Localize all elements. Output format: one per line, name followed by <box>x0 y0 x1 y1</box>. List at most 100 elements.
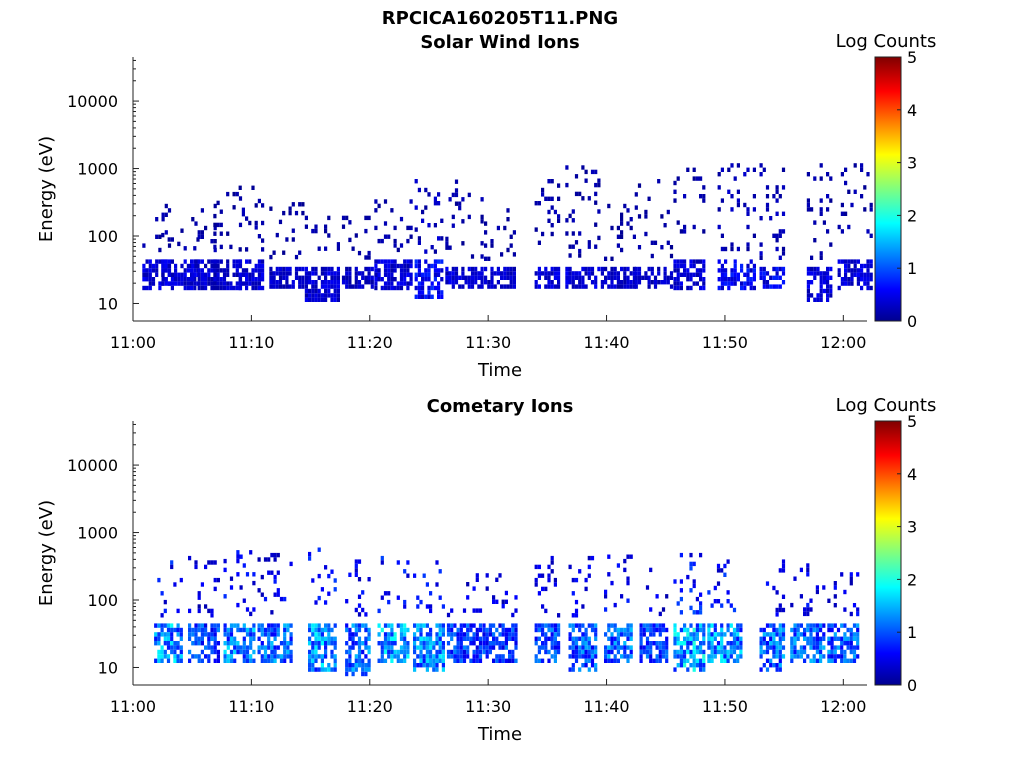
y-tick-label: 10 <box>98 294 118 313</box>
spectrogram-cell <box>161 272 165 277</box>
spectrogram-cell <box>330 569 334 574</box>
spectrogram-cell <box>590 663 595 668</box>
spectrogram-cell <box>781 229 786 234</box>
spectrogram-cell <box>557 280 561 285</box>
spectrogram-cell <box>775 632 779 637</box>
spectrogram-cell <box>270 632 274 637</box>
spectrogram-cell <box>590 271 595 276</box>
spectrogram-cell <box>550 569 554 574</box>
spectrogram-cell <box>351 636 355 641</box>
spectrogram-cell <box>661 627 666 633</box>
spectrogram-cell <box>308 623 312 628</box>
spectrogram-cell <box>736 246 740 252</box>
spectrogram-cell <box>686 627 690 633</box>
spectrogram-cell <box>613 284 617 289</box>
spectrogram-cell <box>223 594 227 599</box>
spectrogram-cell <box>849 572 853 577</box>
spectrogram-cell <box>229 658 234 663</box>
spectrogram-cell <box>639 636 643 641</box>
spectrogram-cell <box>695 649 699 655</box>
spectrogram-cell <box>699 268 703 273</box>
spectrogram-cell <box>438 645 442 650</box>
y-tick-label: 10000 <box>67 92 118 111</box>
spectrogram-cell <box>806 266 810 272</box>
spectrogram-cell <box>422 641 426 646</box>
spectrogram-cell <box>232 191 236 197</box>
spectrogram-cell <box>482 645 486 650</box>
spectrogram-cell <box>427 263 431 269</box>
spectrogram-cell <box>679 272 683 277</box>
spectrogram-cell <box>720 641 724 646</box>
spectrogram-cell <box>616 563 620 568</box>
spectrogram-cell <box>544 641 548 646</box>
spectrogram-cell <box>736 645 740 650</box>
spectrogram-cell <box>781 271 786 276</box>
spectrogram-cell <box>333 641 337 646</box>
spectrogram-cell <box>623 266 627 272</box>
spectrogram-cell <box>484 230 488 235</box>
panel-cometary: Cometary Ions Log Counts 11:00 11:10 11:20… <box>36 395 936 745</box>
spectrogram-cell <box>692 259 696 264</box>
spectrogram-cell <box>453 645 457 650</box>
spectrogram-cell <box>610 266 614 272</box>
spectrogram-cell <box>634 284 638 289</box>
spectrogram-cell <box>270 649 274 655</box>
spectrogram-cell <box>544 271 548 276</box>
spectrogram-cell <box>658 627 662 633</box>
spectrogram-cell <box>472 586 476 591</box>
spectrogram-cell <box>197 623 201 628</box>
spectrogram-cell <box>587 275 591 280</box>
spectrogram-cell <box>461 241 465 246</box>
spectrogram-cell <box>324 271 328 276</box>
spectrogram-cell <box>148 285 152 291</box>
spectrogram-cell <box>180 277 184 282</box>
spectrogram-cell <box>550 627 554 633</box>
spectrogram-cell <box>142 272 146 277</box>
spectrogram-cell <box>869 202 873 208</box>
spectrogram-cell <box>204 277 208 282</box>
spectrogram-cell <box>557 266 561 272</box>
spectrogram-cell <box>324 667 328 672</box>
spectrogram-cell <box>210 645 214 650</box>
spectrogram-cell <box>406 272 410 277</box>
spectrogram-cell <box>607 554 611 559</box>
spectrogram-cell <box>844 259 848 264</box>
spectrogram-cell <box>733 281 737 286</box>
spectrogram-cell <box>357 594 362 599</box>
spectrogram-cell <box>495 654 499 659</box>
spectrogram-cell <box>604 658 608 663</box>
spectrogram-cell <box>506 271 510 276</box>
spectrogram-cell <box>846 658 850 663</box>
spectrogram-cell <box>597 235 601 241</box>
spectrogram-cell <box>847 277 851 282</box>
spectrogram-cell <box>446 641 451 646</box>
spectrogram-cell <box>772 194 776 199</box>
spectrogram-cell <box>193 268 197 273</box>
spectrogram-cell <box>387 599 391 605</box>
spectrogram-cell <box>749 281 753 286</box>
spectrogram-cell <box>188 627 192 633</box>
spectrogram-cell <box>695 623 699 628</box>
spectrogram-cell <box>267 632 271 637</box>
spectrogram-cell <box>541 271 545 276</box>
spectrogram-cell <box>348 636 352 641</box>
spectrogram-cell <box>317 288 321 294</box>
spectrogram-cell <box>270 641 274 646</box>
spectrogram-cell <box>504 599 508 604</box>
spectrogram-cell <box>445 236 449 242</box>
spectrogram-cell <box>616 284 620 289</box>
spectrogram-cell <box>196 237 200 242</box>
spectrogram-cell <box>166 658 171 663</box>
spectrogram-cell <box>320 654 324 659</box>
spectrogram-cell <box>257 627 261 633</box>
spectrogram-cell <box>501 641 505 646</box>
spectrogram-cell <box>679 641 683 646</box>
spectrogram-cell <box>380 560 384 565</box>
spectrogram-cell <box>746 268 750 273</box>
spectrogram-cell <box>261 238 265 243</box>
spectrogram-cell <box>692 583 696 589</box>
spectrogram-cell <box>679 649 683 655</box>
spectrogram-cell <box>550 623 554 628</box>
spectrogram-cell <box>416 604 420 609</box>
spectrogram-cell <box>469 623 473 628</box>
